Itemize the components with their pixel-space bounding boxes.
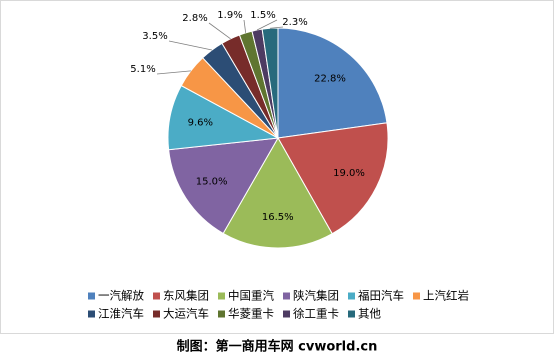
data-label: 22.8% [314, 73, 346, 84]
leader-line [243, 19, 247, 33]
data-label: 2.3% [282, 17, 307, 28]
legend-label: 其他 [358, 307, 381, 321]
legend-swatch [218, 310, 225, 318]
data-label: 1.9% [217, 10, 242, 21]
data-label: 15.0% [196, 176, 228, 187]
pie-slice [168, 137, 279, 235]
legend-swatch [413, 292, 420, 300]
leader-line [270, 26, 284, 29]
legend-label: 大运汽车 [163, 307, 209, 321]
legend-swatch [348, 292, 355, 300]
legend-swatch [283, 310, 290, 318]
data-label: 16.5% [262, 212, 294, 223]
legend-label: 江淮汽车 [98, 307, 144, 321]
legend-label: 陕汽集团 [293, 289, 339, 303]
legend-swatch [218, 292, 225, 300]
data-label: 1.5% [250, 10, 275, 21]
legend-swatch [283, 292, 290, 300]
leader-line [168, 40, 213, 51]
legend-label: 东风集团 [163, 289, 209, 303]
pie-slice [277, 27, 388, 139]
legend-label: 华菱重卡 [228, 307, 274, 321]
legend-swatch [88, 292, 95, 300]
pie-slice [277, 122, 389, 235]
leader-line [156, 70, 191, 75]
legend-label: 上汽红岩 [423, 289, 469, 303]
leader-line [256, 19, 278, 31]
data-label: 2.8% [182, 13, 207, 24]
legend-swatch [153, 310, 160, 318]
leader-line [208, 22, 231, 40]
legend-label: 一汽解放 [98, 289, 144, 303]
data-label: 5.1% [130, 64, 155, 75]
legend-label: 中国重汽 [228, 289, 274, 303]
legend-swatch [348, 310, 355, 318]
legend-swatch [153, 292, 160, 300]
legend-swatch [88, 310, 95, 318]
caption: 制图：第一商用车网 cvworld.cn [177, 339, 378, 355]
legend-label: 徐工重卡 [293, 307, 339, 321]
legend-label: 福田汽车 [358, 289, 404, 303]
data-label: 19.0% [333, 168, 365, 179]
data-label: 9.6% [188, 118, 213, 129]
data-label: 3.5% [142, 31, 167, 42]
pie-slice [222, 136, 333, 249]
